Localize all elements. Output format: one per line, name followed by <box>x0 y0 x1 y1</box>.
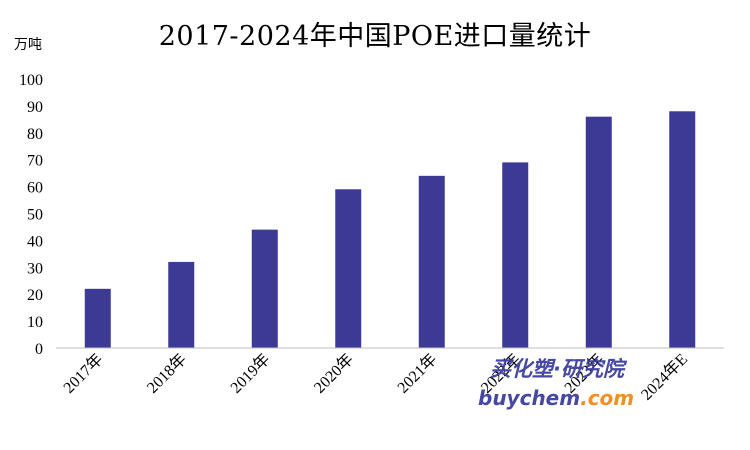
bar <box>335 189 362 348</box>
y-tick-label: 70 <box>27 153 43 170</box>
y-tick-label: 0 <box>35 341 43 358</box>
bar <box>168 261 195 348</box>
bar <box>251 229 278 348</box>
x-tick-label: 2021年 <box>394 350 441 397</box>
x-tick-label: 2020年 <box>310 350 357 397</box>
watermark-url-main: buychem <box>478 386 580 410</box>
x-tick-label: 2017年 <box>60 350 107 397</box>
bars <box>84 111 696 348</box>
watermark: 买化塑·研究院 buychem.com <box>478 357 634 410</box>
y-tick-label: 80 <box>27 126 43 143</box>
y-tick-label: 30 <box>27 260 43 277</box>
chart-title: 2017-2024年中国POE进口量统计 <box>158 21 592 52</box>
watermark-url-suffix: .com <box>580 386 634 410</box>
watermark-logo-text: 买化塑·研究院 <box>490 357 628 381</box>
y-tick-label: 20 <box>27 287 43 304</box>
bar <box>502 162 529 348</box>
y-tick-label: 60 <box>27 180 43 197</box>
y-tick-label: 40 <box>27 233 43 250</box>
y-tick-label: 10 <box>27 314 43 331</box>
x-tick-label: 2019年 <box>227 350 274 397</box>
y-tick-label: 90 <box>27 99 43 116</box>
y-axis-unit-label: 万吨 <box>14 37 42 53</box>
bar <box>84 288 111 348</box>
bar <box>418 175 445 348</box>
y-axis-ticks: 0 10 20 30 40 50 60 70 80 90 100 <box>19 72 43 358</box>
y-tick-label: 50 <box>27 207 43 224</box>
bar <box>585 116 612 348</box>
bar <box>669 111 696 348</box>
x-tick-label: 2024年E <box>637 350 691 404</box>
watermark-url: buychem.com <box>478 386 634 410</box>
y-tick-label: 100 <box>19 72 43 89</box>
x-tick-label: 2018年 <box>143 350 190 397</box>
